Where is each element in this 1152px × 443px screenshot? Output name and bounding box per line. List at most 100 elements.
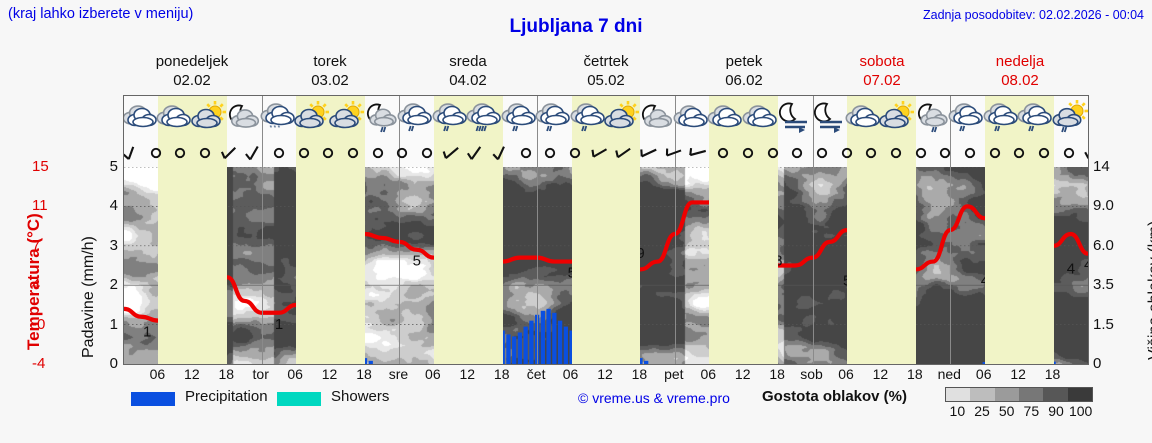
last-updated-label: Zadnja posodobitev: 02.02.2026 - 00:04 [922,8,1144,22]
time-tick: 06 [425,366,441,382]
precipitation-bar [529,320,534,364]
day-date: 06.02 [725,72,763,89]
daytime-band [984,167,1054,364]
temperature-tick: 15 [32,158,49,175]
precipitation-bar [638,358,643,364]
wind-calm-icon [805,140,839,167]
time-tick: 18 [218,366,235,382]
precipitation-tick: 3 [109,236,118,254]
daytime-band [847,167,916,364]
day-date: 07.02 [863,72,901,89]
cloud-rain-icon [533,98,573,138]
density-step [1043,388,1068,401]
day-name: sobota [859,53,905,70]
wind-calm-icon [410,140,444,167]
cloud-height-tick: 0 [1093,355,1102,372]
day-header-row: ponedeljek 02.02 torek 03.02 sreda 04.02 četrt… [123,52,1089,92]
density-tick: 10 [949,403,966,419]
cloud-icon [843,98,883,138]
day-separator [399,167,401,364]
time-tick: 18 [493,366,510,382]
precipitation-tick: 1 [109,315,118,333]
daytime-band [158,140,228,167]
density-tick: 90 [1048,403,1064,419]
cloud-height-axis-title-text: Višina oblakov (km) [1146,220,1152,360]
wind-calm-icon [139,140,173,167]
wind-barb-icon [1076,140,1088,167]
cloud-icon [671,98,711,138]
weather-icon-strip: * * * [124,96,1088,140]
density-tick: 75 [1023,403,1040,419]
wind-calm-icon [978,140,1012,167]
day-separator [261,167,263,364]
temperature-point-label: 5 [413,253,421,270]
time-tick: 18 [769,366,785,382]
day-name: torek [313,53,347,70]
precipitation-bar [644,360,649,364]
cloud-height-tick: 3.5 [1093,276,1114,294]
time-tick: ned [937,366,961,382]
cloud-height-tick: 6.0 [1093,236,1114,254]
precipitation-bar [540,310,546,364]
cloud-rain-icon [499,98,539,138]
precipitation-bar [368,360,373,364]
wind-calm-icon [385,140,419,167]
day-column-torek: torek 03.02 [261,52,399,92]
wind-calm-icon [336,140,370,167]
cloud-icon [740,98,780,138]
sun-behind-cloud-icon [327,98,367,138]
cloud-rain-icon [395,98,435,138]
temperature-tick: -0 [32,315,46,333]
time-tick: 12 [872,366,889,382]
temperature-point-label: 1 [143,324,151,341]
wind-calm-icon [854,140,888,167]
temperature-axis-title: Temperatura (°C) [2,168,43,353]
density-step [1067,388,1092,401]
time-tick: 12 [321,366,338,382]
daytime-band [571,167,641,364]
day-separator [812,167,814,364]
day-column-sobota: sobota 07.02 [813,52,951,92]
temperature-point-label: 1 [275,316,283,333]
precipitation-axis-title-text: Padavine (mm/h) [80,236,97,358]
precipitation-bar [557,320,563,364]
density-tick: 100 [1068,403,1093,419]
cloud-height-axis-title: Višina oblakov (km) [1122,168,1152,360]
precipitation-legend-swatch [131,392,175,406]
sun-behind-cloud-icon [292,98,332,138]
time-tick: tor [252,366,269,382]
day-name: ponedeljek [155,53,229,70]
precipitation-legend-label: Precipitation [185,388,268,405]
day-name: nedelja [995,53,1045,70]
sun-behind-cloud-rain-icon [1050,98,1088,138]
wind-barb-icon [607,140,641,167]
day-separator [812,140,814,167]
time-tick: 06 [562,366,579,382]
wind-calm-icon [509,140,543,167]
showers-legend-swatch [277,392,321,406]
wind-barb-icon [583,140,617,167]
temperature-tick: -4 [32,355,46,372]
cloud-height-tick: 9.0 [1093,197,1114,215]
day-separator [674,167,676,364]
wind-calm-icon [830,140,864,167]
day-separator [399,140,401,167]
sun-behind-cloud-icon [189,98,229,138]
day-name: četrtek [583,53,629,70]
showers-legend-label: Showers [331,388,390,405]
wind-barb-icon [459,140,493,167]
cloud-icon [705,98,745,138]
temperature-point-label: 4 [1067,261,1075,278]
copyright-link[interactable]: © vreme.us & vreme.pro [578,390,730,406]
wind-barb-icon [657,140,691,167]
bottom-legend: Precipitation Showers [0,386,1152,416]
cloud-rain-icon [1015,98,1055,138]
moon-behind-cloud-rain-icon [912,98,952,138]
svg-text:*: * [273,125,276,132]
cloud-snow-icon: * * * [258,98,298,138]
wind-calm-icon [533,140,567,167]
wind-barb-icon [237,140,271,167]
temperature-point-label: 9 [636,245,644,262]
time-tick: 12 [184,366,200,382]
precipitation-tick: 5 [109,158,118,175]
